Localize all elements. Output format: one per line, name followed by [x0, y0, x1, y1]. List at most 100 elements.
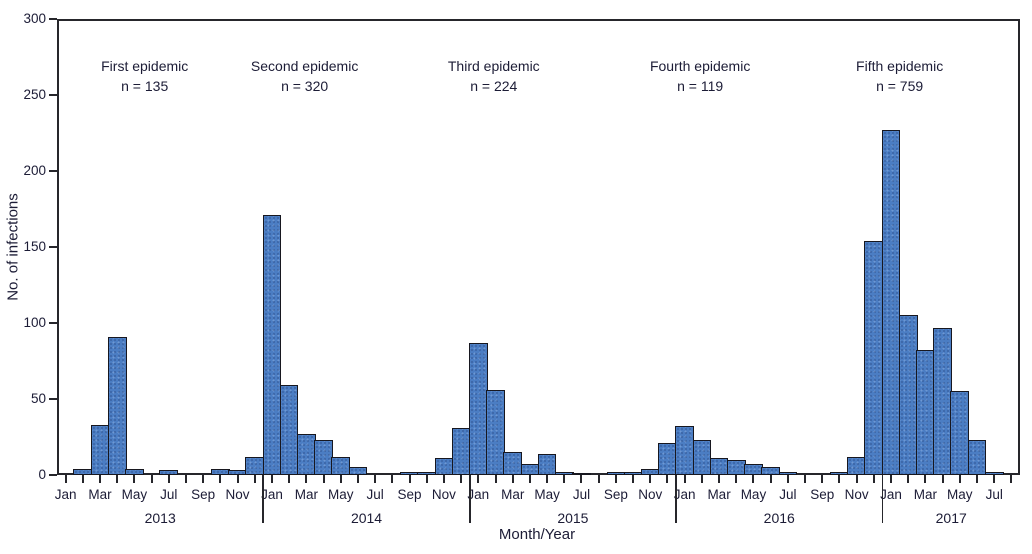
y-axis-tick: [49, 473, 57, 477]
bar-2017-Mar: [916, 350, 935, 475]
x-axis-tick: [442, 475, 445, 483]
x-axis-tick: [993, 475, 996, 483]
x-axis-tick: [924, 475, 927, 483]
bar-2014-Dec: [451, 427, 471, 475]
month-tick-label: Mar: [294, 487, 318, 502]
bar-2013-Apr: [107, 336, 127, 475]
y-axis-tick-label: 200: [23, 163, 46, 178]
bar-2016-Apr: [726, 459, 746, 475]
year-separator: [262, 475, 265, 523]
month-tick-label: Sep: [191, 487, 216, 502]
epidemic-title: Fourth epidemic: [649, 58, 751, 74]
x-axis-tick: [632, 475, 635, 483]
x-axis-tick: [700, 475, 703, 483]
x-axis-tick: [64, 475, 67, 483]
bar-2015-May: [537, 453, 557, 475]
month-tick-label: Sep: [810, 487, 835, 502]
month-tick-label: Nov: [225, 487, 250, 502]
x-axis-tick: [872, 475, 875, 483]
bar-2014-Jun: [348, 467, 368, 475]
x-axis-tick: [494, 475, 497, 483]
x-axis-tick: [322, 475, 325, 483]
month-tick-label: Nov: [844, 487, 869, 502]
x-axis-tick: [460, 475, 463, 483]
x-axis-tick: [98, 475, 101, 483]
x-axis-tick: [890, 475, 893, 483]
y-axis-tick: [49, 321, 57, 325]
epidemic-n-label: n = 759: [876, 77, 924, 94]
x-axis-tick: [597, 475, 600, 483]
bar-2013-Jul: [159, 470, 179, 475]
month-tick-label: Jul: [160, 487, 178, 502]
month-tick-label: May: [740, 487, 767, 502]
year-separator: [675, 475, 677, 523]
month-tick-label: Jan: [467, 487, 490, 502]
x-axis-tick: [958, 475, 961, 483]
bar-2015-Mar: [503, 452, 523, 475]
x-axis-tick: [769, 475, 772, 483]
bar-2017-Jun: [967, 440, 987, 475]
x-axis-tick: [219, 475, 222, 483]
x-axis-tick: [786, 475, 789, 483]
y-axis-tick: [49, 397, 57, 401]
epidemic-label-fourth: Fourth epidemic n = 119: [650, 57, 750, 96]
x-axis-tick: [752, 475, 755, 483]
x-axis-tick: [580, 475, 583, 483]
month-tick-label: Jan: [54, 487, 77, 502]
month-tick-label: Nov: [638, 487, 663, 502]
month-tick-label: Sep: [397, 487, 422, 502]
month-tick-label: Jan: [880, 487, 902, 502]
bar-2017-May: [950, 391, 970, 475]
x-axis-tick: [133, 475, 136, 483]
month-tick-label: Mar: [501, 487, 525, 502]
x-axis-tick: [288, 475, 291, 483]
x-axis-tick: [907, 475, 910, 483]
x-axis-tick: [356, 475, 359, 483]
x-axis-tick: [804, 475, 807, 483]
year-separator: [881, 475, 884, 523]
x-axis-tick: [305, 475, 308, 483]
x-axis-tick: [976, 475, 978, 483]
x-axis-tick: [408, 475, 411, 483]
bar-2013-May: [125, 468, 144, 475]
bar-2016-Mar: [709, 458, 729, 475]
x-axis-tick: [563, 475, 566, 483]
month-tick-label: Nov: [431, 487, 456, 502]
y-axis-tick-label: 300: [23, 11, 46, 26]
epidemic-n-label: n = 119: [677, 77, 724, 94]
epidemic-label-third: Third epidemic n = 224: [448, 57, 540, 96]
x-axis-tick: [546, 475, 549, 483]
month-tick-label: Mar: [88, 487, 112, 502]
epidemic-title: Fifth epidemic: [856, 58, 944, 74]
bar-2016-Feb: [692, 440, 712, 475]
month-tick-label: May: [327, 487, 354, 502]
x-axis-title: Month/Year: [498, 526, 576, 543]
year-label-2015: 2015: [557, 510, 589, 526]
x-axis-tick: [184, 475, 187, 483]
x-axis-tick: [614, 475, 617, 483]
bar-2017-Feb: [898, 315, 918, 475]
epidemic-n-label: n = 135: [121, 77, 169, 94]
bar-2017-Apr: [933, 327, 952, 475]
month-tick-label: Jan: [261, 487, 283, 502]
bar-2016-Jan: [675, 426, 694, 475]
bar-2014-Feb: [279, 385, 299, 475]
bar-2015-Dec: [658, 443, 677, 475]
x-axis-tick: [167, 475, 170, 483]
x-axis-tick: [838, 475, 841, 483]
month-tick-label: Mar: [707, 487, 731, 502]
month-tick-label: May: [947, 487, 973, 502]
month-tick-label: Jan: [673, 487, 696, 502]
y-axis-tick-label: 150: [23, 239, 46, 254]
year-separator: [468, 475, 471, 523]
y-axis-tick: [49, 93, 57, 97]
y-axis-tick: [49, 245, 57, 249]
x-axis-tick: [666, 475, 669, 483]
bar-2017-Jul: [984, 471, 1004, 475]
x-axis-tick: [236, 475, 239, 483]
bar-2013-Mar: [90, 424, 110, 475]
month-tick-label: Mar: [913, 487, 938, 502]
x-axis-tick: [718, 475, 721, 483]
epidemic-title: Second epidemic: [250, 58, 359, 74]
